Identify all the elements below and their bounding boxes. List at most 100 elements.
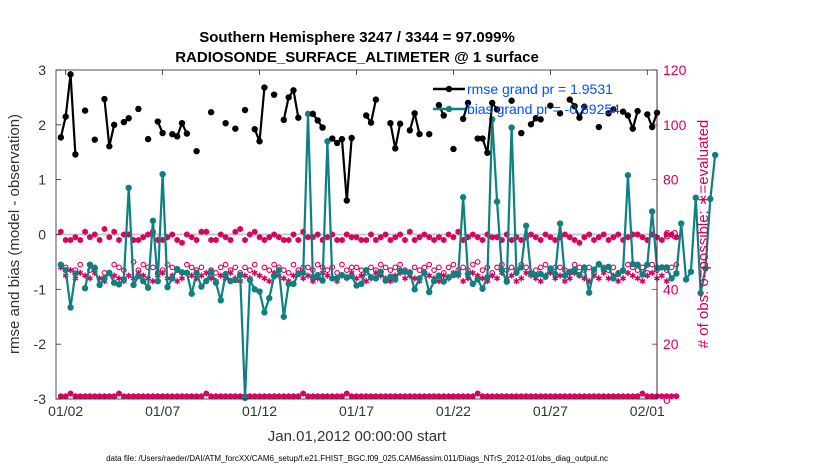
bias-segment — [495, 200, 504, 272]
obs-evaluated-marker — [639, 234, 646, 241]
obs-count-markers — [57, 226, 680, 400]
obs-possible-marker — [217, 264, 224, 271]
bias-segment — [258, 290, 266, 314]
obs-evaluated-marker — [232, 228, 239, 235]
rmse-point — [532, 115, 540, 122]
obs-evaluated-marker — [518, 275, 525, 282]
obs-possible-marker — [184, 261, 190, 268]
bias-segment — [302, 112, 310, 274]
bias-point — [275, 266, 283, 274]
obs-evaluated-marker — [227, 237, 234, 243]
rmse-point — [464, 99, 472, 107]
obs-possible-marker — [436, 264, 442, 271]
bias-point — [261, 309, 268, 316]
obs-evaluated-marker — [532, 393, 539, 400]
obs-evaluated-marker — [353, 393, 360, 400]
obs-possible-marker — [426, 261, 433, 268]
obs-possible-marker — [368, 264, 374, 271]
obs-evaluated-marker — [368, 231, 374, 238]
obs-evaluated-marker — [339, 237, 345, 243]
obs-evaluated-marker — [319, 393, 326, 400]
obs-evaluated-marker — [334, 393, 341, 400]
rmse-point — [576, 114, 583, 121]
bias-point — [387, 273, 394, 280]
rmse-point — [648, 123, 656, 131]
obs-evaluated-marker — [348, 393, 355, 400]
obs-evaluated-marker — [552, 393, 559, 400]
bias-point — [149, 217, 157, 224]
obs-evaluated-marker — [406, 393, 413, 400]
obs-evaluated-marker — [334, 237, 341, 243]
obs-evaluated-marker — [140, 234, 147, 241]
legend: rmse grand pr = 1.9531 bias grand pr = -… — [433, 81, 620, 117]
obs-evaluated-marker — [387, 393, 394, 400]
rmse-point — [222, 119, 229, 127]
rmse-point — [57, 134, 65, 141]
obs-evaluated-marker — [232, 393, 239, 400]
bias-point — [96, 281, 103, 289]
bias-segment — [699, 267, 707, 295]
obs-possible-marker — [397, 261, 403, 268]
bias-segment — [558, 222, 567, 277]
obs-evaluated-marker — [111, 228, 118, 235]
rmse-point — [440, 112, 447, 119]
obs-evaluated-marker — [426, 234, 433, 241]
rmse-point — [387, 119, 394, 127]
obs-possible-marker — [431, 267, 437, 273]
obs-evaluated-marker — [629, 272, 636, 279]
obs-evaluated-marker — [188, 234, 195, 241]
obs-evaluated-marker — [179, 275, 185, 282]
bias-segment — [583, 266, 591, 294]
obs-evaluated-marker — [164, 393, 171, 400]
obs-evaluated-marker — [591, 237, 597, 243]
bias-point — [154, 277, 161, 285]
obs-evaluated-marker — [280, 237, 287, 243]
rmse-point — [290, 87, 297, 94]
obs-evaluated-marker — [368, 393, 374, 400]
y-tick-label: -2 — [34, 336, 47, 352]
bias-point — [518, 264, 525, 271]
rmse-segment — [69, 73, 77, 156]
obs-evaluated-marker — [474, 234, 481, 241]
obs-evaluated-marker — [198, 272, 205, 279]
bias-point — [697, 289, 704, 297]
obs-possible-marker — [271, 261, 277, 268]
rmse-point — [333, 139, 341, 147]
rmse-point — [319, 124, 326, 131]
obs-evaluated-marker — [469, 393, 476, 400]
obs-evaluated-marker — [193, 237, 200, 243]
obs-possible-marker — [285, 270, 292, 276]
obs-evaluated-marker — [644, 393, 651, 400]
obs-evaluated-marker — [86, 393, 93, 400]
obs-evaluated-marker — [120, 393, 127, 400]
bias-point — [382, 277, 389, 284]
obs-possible-marker — [668, 264, 675, 271]
obs-evaluated-marker — [82, 228, 89, 235]
obs-evaluated-marker — [353, 275, 360, 282]
obs-evaluated-marker — [212, 237, 219, 243]
obs-evaluated-marker — [600, 393, 607, 400]
obs-evaluated-marker — [62, 393, 69, 400]
rmse-point — [619, 108, 627, 115]
obs-evaluated-marker — [542, 231, 549, 238]
y-tick-label: -3 — [34, 391, 47, 407]
obs-evaluated-marker — [271, 231, 278, 238]
obs-possible-marker — [339, 261, 345, 268]
bias-segment — [127, 186, 135, 287]
bias-point — [115, 281, 123, 288]
obs-evaluated-marker — [571, 393, 578, 400]
bias-point — [333, 275, 341, 282]
rmse-point — [101, 95, 108, 103]
x-tick-label: 01/22 — [436, 403, 471, 419]
bias-point — [644, 261, 651, 268]
obs-evaluated-marker — [431, 237, 437, 243]
obs-evaluated-marker — [62, 237, 69, 243]
rmse-point — [605, 110, 612, 117]
rmse-point — [556, 110, 564, 117]
obs-evaluated-marker — [658, 272, 665, 279]
bias-segment — [680, 222, 688, 281]
bias-point — [169, 275, 176, 282]
rmse-point — [169, 130, 176, 138]
obs-evaluated-marker — [484, 393, 491, 400]
obs-possible-marker — [111, 261, 118, 268]
